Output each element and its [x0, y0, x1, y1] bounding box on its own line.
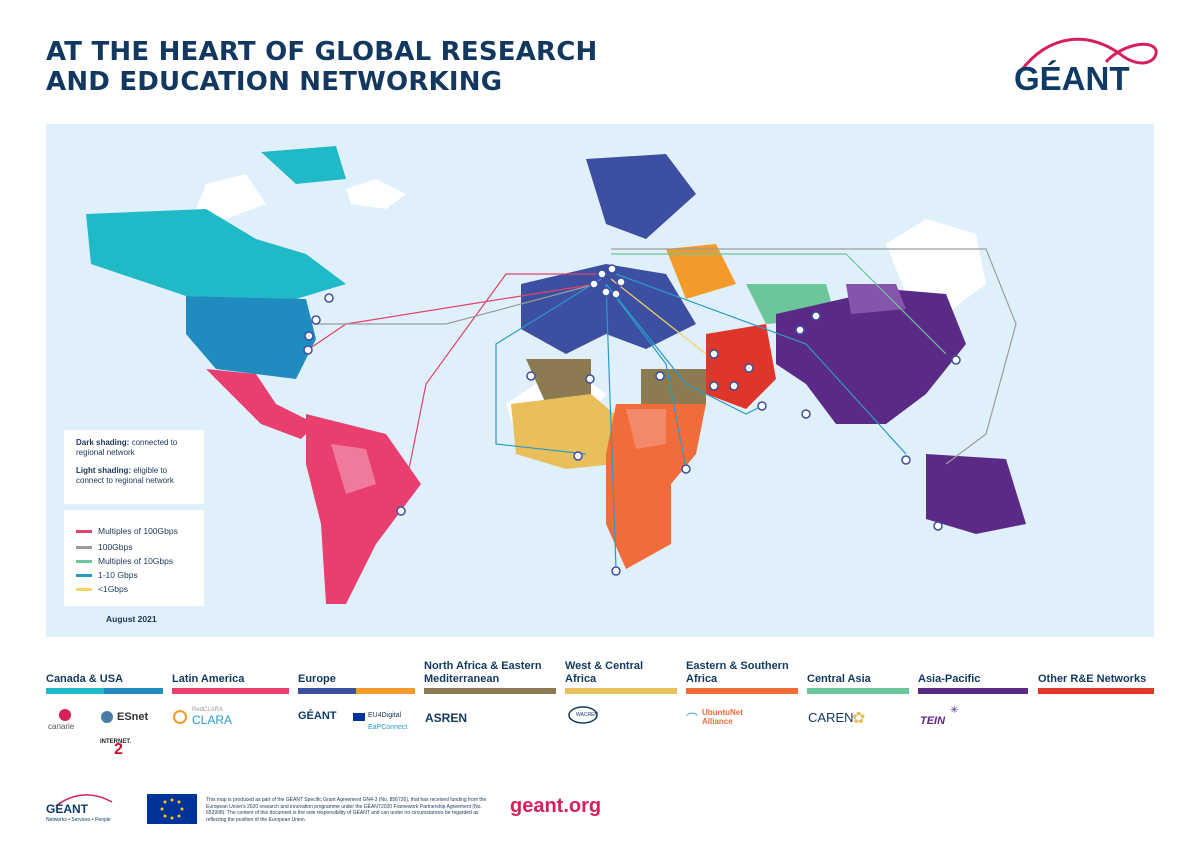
legend-label: 1-10 Gbps	[98, 570, 138, 580]
region-label: Eastern & Southern Africa	[686, 660, 789, 685]
legend-item: 100Gbps	[76, 542, 133, 552]
light-shading-text: eligible to connect to regional network	[76, 466, 174, 485]
tein-name: TEIN	[920, 715, 946, 727]
africa-shape-icon	[568, 706, 598, 724]
legend-label: Multiples of 10Gbps	[98, 556, 174, 566]
legend-swatch	[76, 530, 92, 534]
region-bar	[356, 688, 415, 694]
world-map-svg	[86, 146, 1026, 604]
region-bar	[104, 688, 163, 694]
footer-logo-text: GÉANT	[46, 802, 88, 816]
redclara-logo[interactable]: RedCLARA CLARA	[172, 707, 242, 729]
asren-name: ASREN	[425, 711, 468, 725]
esnet-name: ESnet	[117, 711, 149, 723]
legend-swatch	[76, 546, 92, 550]
eu4digital-logo[interactable]: EU4Digital EaPConnect	[353, 712, 413, 736]
region-bar	[424, 688, 556, 694]
wacren-logo[interactable]: WACREN	[567, 705, 607, 727]
asren-logo[interactable]: ASREN	[425, 711, 467, 725]
internet2-two-icon: 2	[114, 741, 123, 758]
footer-tagline: Networks • Services • People	[46, 817, 111, 823]
region-bar	[46, 688, 104, 694]
dark-shading-label: Dark shading:	[76, 438, 130, 447]
region-label: Latin America	[172, 673, 245, 685]
world-map	[46, 124, 1154, 637]
legend-item: Multiples of 10Gbps	[76, 556, 173, 566]
eu-stars-icon	[160, 798, 184, 820]
tein-logo[interactable]: TEIN ✳	[918, 705, 968, 729]
legend-item: 1-10 Gbps	[76, 570, 138, 580]
legend-swatch	[76, 560, 92, 564]
eu-flag-icon	[147, 794, 197, 824]
page-title: AT THE HEART OF GLOBAL RESEARCH AND EDUC…	[46, 37, 598, 97]
caren-logo[interactable]: CAREN ✿	[808, 710, 878, 732]
caren-name: CAREN	[808, 710, 854, 725]
canarie-name: canarie	[48, 722, 75, 731]
dark-shading-note: Dark shading: connected to regional netw…	[76, 438, 194, 458]
eapconnect-name: EaPConnect	[368, 724, 408, 731]
geant-small-logo[interactable]: GÉANT	[298, 710, 337, 722]
ubuntunet-wave-icon: ⌒	[686, 712, 699, 726]
region-label: West & Central Africa	[565, 660, 644, 685]
speed-legend: Multiples of 100Gbps 100Gbps Multiples o…	[64, 510, 204, 606]
region-label: Asia-Pacific	[918, 673, 981, 685]
ubuntunet-name: UbuntuNet	[702, 708, 743, 717]
light-shading-label: Light shading:	[76, 466, 132, 475]
region-bar	[807, 688, 909, 694]
geant-footer-logo[interactable]: GÉANT Networks • Services • People	[46, 794, 116, 828]
clara-name: CLARA	[192, 713, 233, 727]
geant-small-name: GÉANT	[298, 710, 337, 722]
geant-logo[interactable]: GÉANT	[1010, 32, 1160, 97]
region-label: Europe	[298, 673, 336, 685]
map-date: August 2021	[106, 614, 157, 624]
geant-footer-swoosh-icon	[55, 794, 113, 807]
title-line-2: AND EDUCATION NETWORKING	[46, 67, 503, 97]
internet2-logo[interactable]: INTERNET. 2	[100, 735, 140, 761]
region-bar	[1038, 688, 1154, 694]
region-label: Other R&E Networks	[1038, 673, 1147, 685]
redclara-name: RedCLARA	[192, 707, 224, 713]
region-bar	[298, 688, 356, 694]
geant-wordmark: GÉANT	[1014, 60, 1130, 97]
caren-star-icon: ✿	[852, 710, 866, 727]
region-bar	[172, 688, 289, 694]
region-label: North Africa & Eastern Mediterranean	[424, 660, 542, 685]
legend-item: <1Gbps	[76, 584, 128, 594]
ubuntunet-logo[interactable]: ⌒ UbuntuNet Alliance	[686, 708, 766, 730]
region-bar	[565, 688, 677, 694]
website-link[interactable]: geant.org	[510, 795, 602, 817]
legend-label: 100Gbps	[98, 542, 133, 552]
tein-burst-icon: ✳	[950, 705, 959, 716]
region-bar	[686, 688, 798, 694]
region-label: Canada & USA	[46, 673, 124, 685]
dark-shading-text: connected to regional network	[76, 438, 178, 457]
region-label: Central Asia	[807, 673, 871, 685]
light-shading-note: Light shading: eligible to connect to re…	[76, 466, 194, 486]
canarie-logo[interactable]: canarie	[48, 708, 78, 732]
legend-swatch	[76, 574, 92, 578]
eu-flag-mini-icon	[353, 713, 365, 721]
legend-item: Multiples of 100Gbps	[76, 526, 178, 536]
title-line-1: AT THE HEART OF GLOBAL RESEARCH	[46, 37, 598, 67]
geant-swoosh-icon	[1018, 37, 1158, 73]
funding-disclaimer: This map is produced as part of the GÉAN…	[206, 797, 487, 823]
globe-icon	[101, 711, 113, 723]
clara-circle-icon	[173, 710, 187, 724]
alliance-name: Alliance	[702, 717, 733, 726]
legend-label: <1Gbps	[98, 584, 129, 594]
eu4digital-name: EU4Digital	[368, 712, 402, 719]
legend-label: Multiples of 100Gbps	[98, 526, 178, 536]
shading-info-box: Dark shading: connected to regional netw…	[64, 430, 204, 504]
wacren-name: WACREN	[576, 712, 599, 718]
legend-swatch	[76, 588, 92, 592]
maple-leaf-icon	[59, 709, 71, 721]
internet2-name: INTERNET.	[100, 739, 132, 745]
region-bar	[918, 688, 1028, 694]
